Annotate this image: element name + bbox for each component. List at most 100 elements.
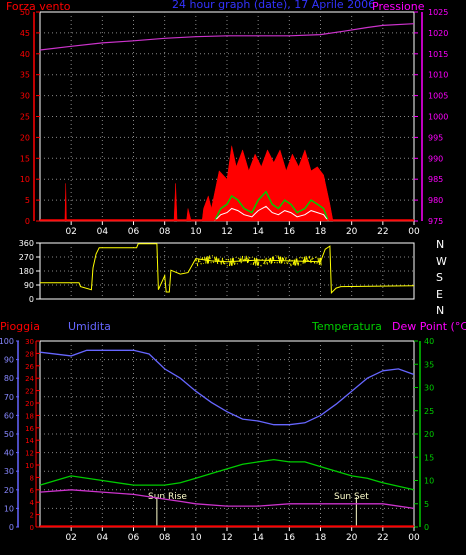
climate-panel-xtick-label: 00 xyxy=(408,533,420,543)
rain-ytick-label: 16 xyxy=(25,425,34,433)
rain-ytick-label: 4 xyxy=(30,499,35,507)
temperature-ytick-label: 20 xyxy=(424,430,434,439)
wind-avg-line xyxy=(214,205,329,222)
wind-panel-xtick-label: 10 xyxy=(190,227,202,237)
direction-ytick-label: 270 xyxy=(19,253,34,262)
pressure-ytick-label: 990 xyxy=(428,154,443,163)
rain-ytick-label: 22 xyxy=(25,388,34,396)
series-umidita xyxy=(39,349,415,426)
temperature-ytick-label: 40 xyxy=(424,337,434,346)
wind-ytick-label: 25 xyxy=(20,113,30,122)
rain-ytick-label: 14 xyxy=(25,437,34,445)
dir-label-n-top: N xyxy=(436,238,444,251)
rain-ytick-label: 24 xyxy=(25,375,34,383)
wind-panel-xtick-label: 18 xyxy=(315,227,327,237)
dir-label-w: W xyxy=(436,255,447,268)
rain-ytick-label: 8 xyxy=(30,474,34,482)
pressure-ytick-label: 1020 xyxy=(428,29,448,38)
humidity-ytick-label: 20 xyxy=(4,486,14,495)
series-temperatura xyxy=(39,458,415,491)
humidity-ytick-label: 50 xyxy=(4,430,14,439)
climate-panel-xtick-label: 18 xyxy=(315,533,327,543)
climate-panel-xtick-label: 08 xyxy=(159,533,171,543)
wind-ytick-label: 40 xyxy=(20,50,30,59)
climate-panel-xtick-label: 12 xyxy=(221,533,232,543)
wind-panel-xtick-label: 02 xyxy=(65,227,76,237)
pressure-ytick-label: 985 xyxy=(428,175,443,184)
wind-ytick-label: 5 xyxy=(25,196,30,205)
climate-panel-xtick-label: 22 xyxy=(377,533,388,543)
wind-ytick-label: 10 xyxy=(20,175,30,184)
humidity-ytick-label: 90 xyxy=(4,356,14,365)
wind-direction-noise xyxy=(195,255,322,267)
wind-ytick-label: 15 xyxy=(20,154,30,163)
series-dew-point xyxy=(39,489,415,510)
humidity-ytick-label: 30 xyxy=(4,467,14,476)
temperature-ytick-label: 15 xyxy=(424,453,434,462)
wind-axis-title: Forza vento xyxy=(6,0,71,13)
wind-direction-line xyxy=(40,243,415,294)
rain-ytick-label: 30 xyxy=(25,338,34,346)
climate-panel-xtick-label: 10 xyxy=(190,533,202,543)
humidity-ytick-label: 70 xyxy=(4,393,14,402)
humidity-ytick-label: 10 xyxy=(4,504,14,513)
pressure-line xyxy=(39,23,415,51)
wind-speed-area xyxy=(40,145,414,222)
temperature-ytick-label: 25 xyxy=(424,407,434,416)
wind-ytick-label: 20 xyxy=(20,133,30,142)
rain-ytick-label: 10 xyxy=(25,462,34,470)
pressure-ytick-label: 1000 xyxy=(428,113,448,122)
climate-panel-xtick-label: 06 xyxy=(128,533,140,543)
wind-panel-xtick-label: 08 xyxy=(159,227,171,237)
climate-panel-xtick-label: 16 xyxy=(284,533,296,543)
pressure-ytick-label: 1015 xyxy=(428,50,448,59)
direction-ytick-label: 0 xyxy=(29,295,34,304)
wind-panel-xtick-label: 14 xyxy=(252,227,264,237)
wind-ytick-label: 45 xyxy=(20,29,30,38)
climate-panel-xtick-label: 20 xyxy=(346,533,358,543)
dewpoint-axis-title: Dew Point (°C) xyxy=(392,320,466,333)
pressure-ytick-label: 1025 xyxy=(428,8,448,17)
rain-ytick-label: 18 xyxy=(25,412,34,420)
direction-ytick-label: 90 xyxy=(24,281,34,290)
humidity-ytick-label: 60 xyxy=(4,411,14,420)
dir-label-n-bottom: N xyxy=(436,304,444,317)
wind-panel-xtick-label: 12 xyxy=(221,227,232,237)
rain-ytick-label: 6 xyxy=(30,487,35,495)
pressure-axis-title: Pressione xyxy=(372,0,425,13)
rain-ytick-label: 20 xyxy=(25,400,34,408)
dir-label-e: E xyxy=(436,288,443,301)
temperature-ytick-label: 0 xyxy=(424,523,429,532)
chart-title: 24 hour graph (date), 17 Aprile 2006 xyxy=(172,0,375,11)
wind-panel-xtick-label: 16 xyxy=(284,227,296,237)
pressure-ytick-label: 980 xyxy=(428,196,443,205)
wind-panel-xtick-label: 06 xyxy=(128,227,140,237)
wind-ytick-label: 50 xyxy=(20,8,30,17)
pressure-ytick-label: 1010 xyxy=(428,71,448,80)
wind-panel-xtick-label: 22 xyxy=(377,227,388,237)
humidity-ytick-label: 0 xyxy=(9,523,14,532)
humidity-ytick-label: 80 xyxy=(4,374,14,383)
direction-ytick-label: 360 xyxy=(19,239,34,248)
temperature-axis-title: Temperatura xyxy=(311,320,382,333)
humidity-ytick-label: 40 xyxy=(4,449,14,458)
wind-ytick-label: 0 xyxy=(25,217,30,226)
rain-ytick-label: 26 xyxy=(25,363,34,371)
pressure-ytick-label: 1005 xyxy=(428,92,448,101)
dir-label-s: S xyxy=(436,271,443,284)
pressure-ytick-label: 995 xyxy=(428,133,443,142)
wind-panel-xtick-label: 04 xyxy=(97,227,109,237)
humidity-ytick-label: 100 xyxy=(0,337,14,346)
direction-ytick-label: 180 xyxy=(19,267,34,276)
rain-axis-title: Pioggia xyxy=(0,320,40,333)
temperature-ytick-label: 5 xyxy=(424,500,429,509)
pressure-ytick-label: 975 xyxy=(428,217,443,226)
wind-panel-xtick-label: 00 xyxy=(408,227,420,237)
temperature-ytick-label: 35 xyxy=(424,360,434,369)
wind-ytick-label: 30 xyxy=(20,92,30,101)
temperature-ytick-label: 30 xyxy=(424,384,434,393)
rain-ytick-label: 28 xyxy=(25,350,34,358)
climate-panel-xtick-label: 04 xyxy=(97,533,109,543)
temperature-ytick-label: 10 xyxy=(424,477,434,486)
